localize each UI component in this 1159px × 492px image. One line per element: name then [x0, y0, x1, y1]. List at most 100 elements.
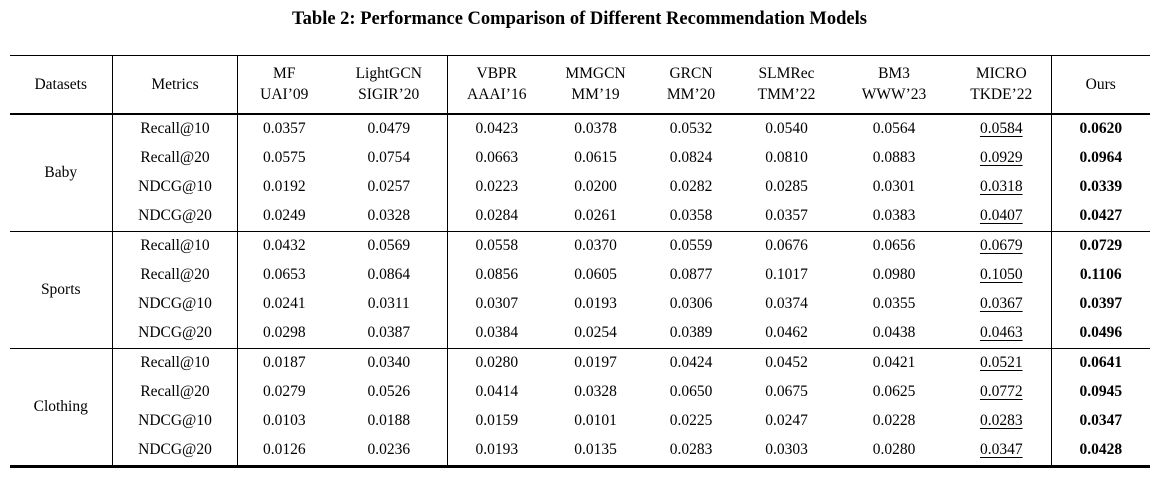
table-row: Recall@20 0.0653 0.0864 0.0856 0.0605 0.0877 0… — [10, 260, 1150, 290]
value-cell: 0.0187 — [237, 347, 331, 378]
value-cell: 0.0307 — [475, 295, 519, 313]
value-cell: 0.0311 — [330, 289, 448, 319]
metric-label: Recall@20 — [112, 143, 238, 173]
value-cell: 0.0463 — [951, 318, 1052, 349]
value-cell: 0.0284 — [475, 207, 519, 225]
value-cell: 0.0228 — [872, 412, 916, 430]
value-cell: 0.1106 — [1079, 266, 1122, 284]
value-cell: 0.0282 — [669, 178, 713, 196]
value-cell: 0.0526 — [330, 377, 448, 407]
value-cell: 0.0247 — [765, 412, 808, 430]
metric-label: NDCG@10 — [112, 289, 238, 319]
value-cell: 0.0200 — [574, 178, 617, 196]
value-cell: 0.0656 — [836, 230, 952, 261]
value-cell: 0.0280 — [447, 347, 546, 378]
metric-label: Recall@10 — [112, 230, 238, 261]
value-cell: 0.0452 — [736, 347, 837, 378]
value-cell: 0.0438 — [872, 324, 916, 342]
table-row: Recall@20 0.0575 0.0754 0.0663 0.0615 0.0824 0… — [10, 143, 1150, 173]
value-cell: 0.0532 — [645, 113, 737, 144]
value-cell: 0.0378 — [545, 113, 646, 144]
value-cell: 0.0729 — [1051, 230, 1150, 261]
col-header-micro: MICRO TKDE’22 — [951, 55, 1052, 115]
metric-label: NDCG@20 — [112, 435, 238, 467]
value-cell: 0.0328 — [330, 201, 448, 232]
col-header-vbpr: VBPR AAAI’16 — [447, 55, 546, 115]
value-cell: 0.0675 — [765, 383, 808, 401]
value-cell: 0.0193 — [475, 441, 519, 459]
value-cell: 0.0306 — [669, 295, 713, 313]
table-caption: Table 2: Performance Comparison of Diffe… — [292, 9, 867, 29]
table-row: NDCG@20 0.0298 0.0387 0.0384 0.0254 0.0389 0.0… — [10, 318, 1150, 349]
col-header-grcn: GRCN MM’20 — [645, 55, 737, 115]
value-cell: 0.0663 — [475, 149, 519, 167]
metric-label: Recall@10 — [112, 113, 238, 144]
table-row: NDCG@10 0.0241 0.0311 0.0307 0.0193 0.0306 0.0… — [10, 289, 1150, 319]
col-header-mmgcn: MMGCN MM’19 — [545, 55, 646, 115]
col-header-mf: MF UAI’09 — [237, 55, 331, 115]
value-cell: 0.0423 — [447, 113, 546, 144]
value-cell: 0.0241 — [262, 295, 306, 313]
value-cell: 0.0521 — [951, 347, 1052, 378]
col-header-bm3: BM3 WWW’23 — [836, 55, 952, 115]
value-cell: 0.0653 — [262, 266, 306, 284]
table-row: Sports Recall@10 0.0432 0.0569 0.0558 0.0370 0… — [9, 230, 1150, 349]
dataset-label-sports: Sports — [9, 230, 113, 349]
value-cell: 0.0193 — [574, 295, 617, 313]
value-cell: 0.0301 — [872, 178, 916, 196]
paper-table-figure: Table 2: Performance Comparison of Diffe… — [9, 9, 1150, 468]
value-cell: 0.0387 — [330, 318, 448, 349]
value-cell: 0.0283 — [951, 406, 1052, 436]
col-header-ours: Ours — [1051, 55, 1150, 115]
col-header-metrics: Metrics — [112, 55, 238, 115]
metric-label: NDCG@20 — [112, 201, 238, 232]
value-cell: 0.0424 — [645, 347, 737, 378]
value-cell: 0.0980 — [872, 266, 916, 284]
value-cell: 0.0357 — [237, 113, 331, 144]
value-cell: 0.0605 — [574, 266, 617, 284]
value-cell: 0.0236 — [330, 435, 448, 467]
value-cell: 0.0428 — [1079, 441, 1123, 459]
value-cell: 0.0564 — [836, 113, 952, 144]
value-cell: 0.0496 — [1079, 324, 1123, 342]
value-cell: 0.0421 — [836, 347, 952, 378]
value-cell: 0.0407 — [951, 201, 1052, 232]
value-cell: 0.0374 — [765, 295, 808, 313]
value-cell: 0.0754 — [330, 143, 448, 173]
col-header-lightgcn: LightGCN SIGIR’20 — [330, 55, 448, 115]
value-cell: 0.0864 — [330, 260, 448, 290]
value-cell: 0.0964 — [1079, 149, 1123, 167]
value-cell: 0.0188 — [330, 406, 448, 436]
value-cell: 0.0625 — [872, 383, 916, 401]
value-cell: 0.1017 — [765, 266, 808, 284]
value-cell: 0.0679 — [951, 230, 1052, 261]
value-cell: 0.0355 — [872, 295, 916, 313]
table-header: Datasets Metrics MF UAI’09 LightGCN SIGIR’20 V… — [9, 55, 1150, 115]
table-row: NDCG@20 0.0249 0.0328 0.0284 0.0261 0.0358 0.0… — [10, 201, 1150, 232]
value-cell: 0.0257 — [330, 172, 448, 202]
value-cell: 0.0414 — [475, 383, 519, 401]
dataset-label-clothing: Clothing — [9, 347, 113, 467]
value-cell: 0.0584 — [951, 113, 1052, 144]
value-cell: 0.0126 — [262, 441, 306, 459]
value-cell: 0.0810 — [765, 149, 808, 167]
value-cell: 0.0540 — [736, 113, 837, 144]
value-cell: 0.0249 — [262, 207, 306, 225]
value-cell: 0.0432 — [237, 230, 331, 261]
table-row: Recall@20 0.0279 0.0526 0.0414 0.0328 0.0650 0… — [10, 377, 1150, 407]
value-cell: 0.0135 — [574, 441, 617, 459]
value-cell: 0.0298 — [262, 324, 306, 342]
table-row: NDCG@10 0.0103 0.0188 0.0159 0.0101 0.0225 0.0… — [10, 406, 1150, 436]
value-cell: 0.0384 — [475, 324, 519, 342]
value-cell: 0.0877 — [669, 266, 713, 284]
value-cell: 0.0328 — [574, 383, 617, 401]
value-cell: 0.0641 — [1051, 347, 1150, 378]
value-cell: 0.0101 — [574, 412, 617, 430]
value-cell: 0.0223 — [475, 178, 519, 196]
header-row: Datasets Metrics MF UAI’09 LightGCN SIGIR’20 V… — [9, 55, 1150, 115]
table-row: Baby Recall@10 0.0357 0.0479 0.0423 0.0378 0.0… — [9, 113, 1150, 232]
value-cell: 0.0318 — [951, 172, 1052, 202]
value-cell: 0.0261 — [574, 207, 617, 225]
metric-label: Recall@20 — [112, 260, 238, 290]
value-cell: 0.0303 — [765, 441, 808, 459]
